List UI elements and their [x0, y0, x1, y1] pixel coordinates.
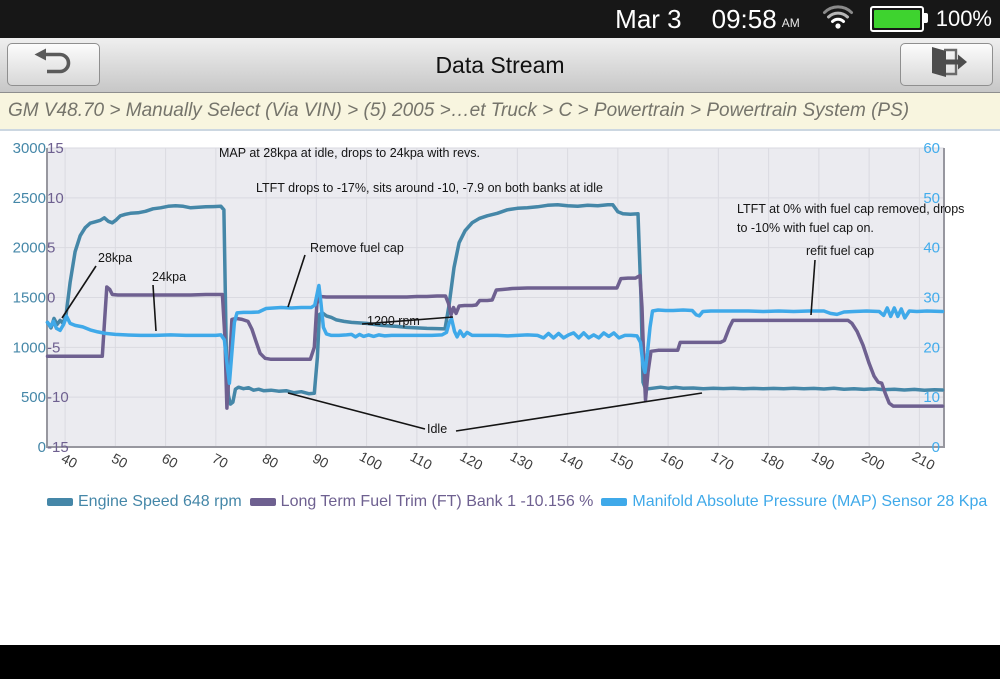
legend-swatch [249, 498, 276, 506]
bottom-nav-bar [0, 645, 1000, 679]
svg-text:0: 0 [932, 439, 940, 456]
svg-text:80: 80 [260, 450, 281, 472]
svg-text:50: 50 [923, 190, 940, 207]
svg-text:to -10% with fuel cap on.: to -10% with fuel cap on. [737, 221, 874, 235]
svg-text:30: 30 [923, 290, 940, 307]
page-title: Data Stream [435, 52, 565, 78]
svg-text:10: 10 [923, 389, 940, 406]
legend-swatch [47, 498, 73, 506]
status-time: 09:58 [711, 3, 777, 34]
svg-text:MAP at 28kpa at idle, drops to: MAP at 28kpa at idle, drops to 24kpa wit… [219, 146, 480, 160]
back-icon [30, 45, 78, 84]
svg-text:40: 40 [59, 450, 80, 472]
legend-item-fuel-trim: Long Term Fuel Trim (FT) Bank 1 -10.156 … [249, 493, 594, 511]
svg-text:110: 110 [408, 448, 435, 473]
legend-item-map-sensor: Manifold Absolute Pressure (MAP) Sensor … [601, 493, 987, 511]
svg-text:0: 0 [47, 290, 55, 307]
svg-text:2500: 2500 [13, 190, 46, 207]
svg-text:0: 0 [38, 439, 46, 456]
svg-text:10: 10 [47, 190, 64, 207]
status-date: Mar 3 [615, 3, 682, 34]
svg-text:170: 170 [709, 448, 737, 473]
svg-text:1000: 1000 [13, 339, 46, 356]
svg-text:LTFT drops to -17%, sits aroun: LTFT drops to -17%, sits around -10, -7.… [256, 181, 603, 195]
svg-text:-15: -15 [47, 439, 69, 456]
svg-text:100: 100 [357, 448, 385, 473]
svg-text:Remove fuel cap: Remove fuel cap [310, 241, 404, 255]
svg-text:60: 60 [923, 140, 940, 157]
exit-icon [924, 43, 970, 86]
status-meridiem: AM [781, 16, 800, 30]
svg-text:120: 120 [457, 448, 485, 473]
svg-text:150: 150 [608, 448, 636, 473]
svg-text:40: 40 [923, 240, 940, 257]
status-bar: Mar 3 09:58 AM 100% [0, 0, 1000, 38]
battery-percent: 100% [935, 6, 992, 31]
svg-text:5: 5 [47, 240, 55, 257]
svg-text:50: 50 [109, 450, 130, 472]
svg-text:130: 130 [508, 448, 536, 473]
svg-text:2000: 2000 [13, 240, 46, 257]
svg-text:160: 160 [658, 448, 686, 473]
title-bar: Data Stream [0, 38, 1000, 93]
battery-icon [869, 6, 928, 32]
svg-text:90: 90 [310, 450, 331, 472]
svg-text:LTFT at 0% with fuel cap remov: LTFT at 0% with fuel cap removed, drops [737, 202, 964, 216]
svg-text:70: 70 [210, 450, 231, 472]
svg-text:190: 190 [809, 448, 837, 473]
svg-text:500: 500 [21, 389, 46, 406]
legend-swatch [601, 498, 628, 506]
svg-text:-5: -5 [47, 339, 60, 356]
exit-button[interactable] [900, 43, 993, 86]
legend-item-engine-speed: Engine Speed 648 rpm [47, 493, 242, 511]
svg-text:200: 200 [859, 448, 887, 473]
svg-text:180: 180 [759, 448, 787, 473]
svg-text:20: 20 [923, 339, 940, 356]
svg-text:3000: 3000 [13, 140, 46, 157]
svg-text:1500: 1500 [13, 290, 46, 307]
svg-text:-10: -10 [47, 389, 69, 406]
svg-text:15: 15 [47, 140, 64, 157]
legend-label: Engine Speed 648 rpm [78, 493, 242, 510]
svg-text:1200 rpm: 1200 rpm [367, 314, 420, 328]
svg-text:refit fuel cap: refit fuel cap [806, 244, 874, 258]
svg-text:28kpa: 28kpa [98, 251, 132, 265]
breadcrumb: GM V48.70 > Manually Select (Via VIN) > … [0, 93, 1000, 131]
svg-text:60: 60 [159, 450, 180, 472]
svg-text:24kpa: 24kpa [152, 270, 186, 284]
svg-text:140: 140 [558, 448, 586, 473]
chart-legend: Engine Speed 648 rpm Long Term Fuel Trim… [47, 493, 987, 511]
legend-label: Long Term Fuel Trim (FT) Bank 1 -10.156 … [280, 493, 594, 510]
legend-label: Manifold Absolute Pressure (MAP) Sensor … [632, 493, 988, 510]
back-button[interactable] [7, 43, 100, 86]
wifi-icon [822, 4, 854, 35]
svg-text:Idle: Idle [427, 422, 447, 436]
